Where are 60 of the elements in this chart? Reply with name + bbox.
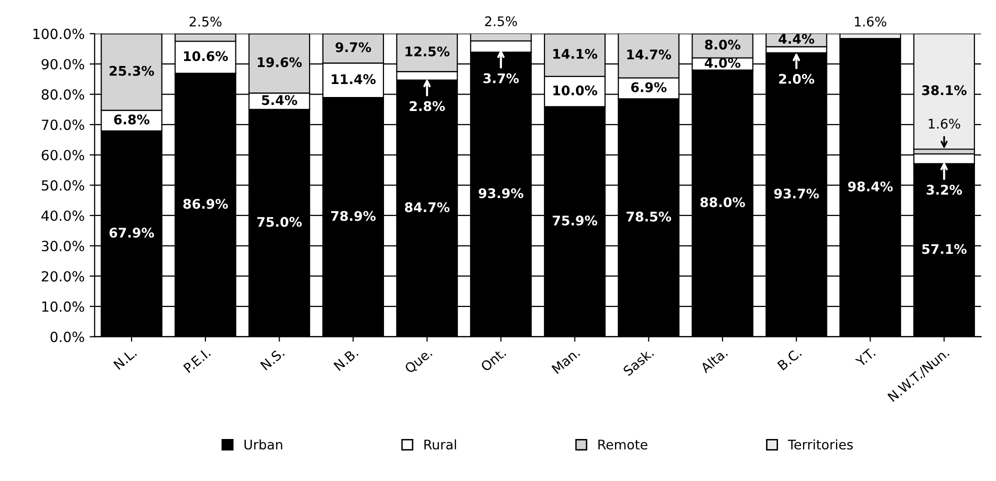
x-tick-label: Man. bbox=[551, 348, 580, 374]
data-label: 6.8% bbox=[114, 114, 150, 124]
x-tick-label: N.B. bbox=[333, 348, 359, 371]
y-tick-label: 70.0% bbox=[42, 120, 84, 130]
data-label: 12.5% bbox=[406, 46, 450, 56]
data-label: 75.9% bbox=[552, 216, 598, 226]
y-tick-label: 20.0% bbox=[42, 271, 84, 282]
data-label: 93.7% bbox=[774, 188, 819, 199]
y-tick-label: 40.0% bbox=[41, 210, 84, 221]
x-tick-label: N.S. bbox=[260, 348, 285, 371]
legend-label: Urban bbox=[244, 439, 282, 450]
data-label: 4.0% bbox=[704, 58, 740, 68]
x-tick-label: B.C. bbox=[777, 348, 802, 371]
data-label: 78.9% bbox=[331, 211, 376, 221]
data-label: 88.0% bbox=[700, 197, 745, 208]
data-label: 9.7% bbox=[336, 42, 372, 52]
y-tick-label: 60.0% bbox=[42, 150, 84, 160]
y-tick-label: 50.0% bbox=[42, 180, 84, 191]
data-label: 98.4% bbox=[848, 181, 893, 192]
x-tick-label: Y.T. bbox=[854, 348, 876, 368]
data-label: 14.1% bbox=[553, 48, 598, 59]
data-label: 86.9% bbox=[183, 198, 228, 209]
data-label: 57.1% bbox=[922, 244, 967, 254]
data-label: 10.0% bbox=[553, 85, 598, 96]
data-label: 11.4% bbox=[332, 74, 376, 84]
y-tick-label: 0.0% bbox=[50, 332, 84, 342]
legend-label: Territories bbox=[788, 439, 853, 450]
data-label: 3.7% bbox=[483, 73, 519, 84]
legend-label: Rural bbox=[424, 439, 456, 450]
data-label: 2.5% bbox=[190, 16, 222, 27]
data-label: 2.0% bbox=[779, 74, 814, 84]
y-tick-label: 10.0% bbox=[42, 301, 84, 312]
legend-label: Remote bbox=[598, 440, 648, 450]
data-label: 75.0% bbox=[257, 216, 302, 227]
data-label: 2.8% bbox=[410, 101, 445, 112]
x-tick-label: Ont. bbox=[480, 348, 506, 372]
x-tick-label: N.L. bbox=[113, 348, 137, 370]
data-label: 10.6% bbox=[184, 51, 228, 62]
data-label: 4.4% bbox=[778, 34, 814, 44]
data-label: 3.2% bbox=[926, 184, 962, 195]
y-tick-label: 30.0% bbox=[42, 240, 84, 252]
data-label: 25.3% bbox=[110, 66, 154, 76]
y-tick-label: 80.0% bbox=[42, 89, 84, 100]
y-tick-label: 100.0% bbox=[33, 28, 84, 40]
data-label: 2.5% bbox=[485, 16, 517, 26]
data-label: 38.1% bbox=[922, 85, 967, 96]
x-tick-label: Que. bbox=[404, 348, 434, 375]
data-label: 93.9% bbox=[478, 188, 524, 198]
data-label: 84.7% bbox=[404, 202, 450, 212]
data-label: 1.6% bbox=[854, 16, 886, 27]
y-tick-label: 90.0% bbox=[42, 58, 84, 70]
x-tick-label: Alta. bbox=[700, 347, 728, 374]
data-label: 78.5% bbox=[626, 212, 672, 222]
data-label: 1.6% bbox=[928, 118, 960, 129]
data-label: 67.9% bbox=[109, 228, 154, 238]
data-label: 5.4% bbox=[262, 95, 298, 106]
data-label: 6.9% bbox=[631, 82, 667, 92]
data-label: 19.6% bbox=[258, 57, 302, 68]
data-label: 14.7% bbox=[627, 49, 672, 60]
data-label: 8.0% bbox=[705, 40, 740, 50]
